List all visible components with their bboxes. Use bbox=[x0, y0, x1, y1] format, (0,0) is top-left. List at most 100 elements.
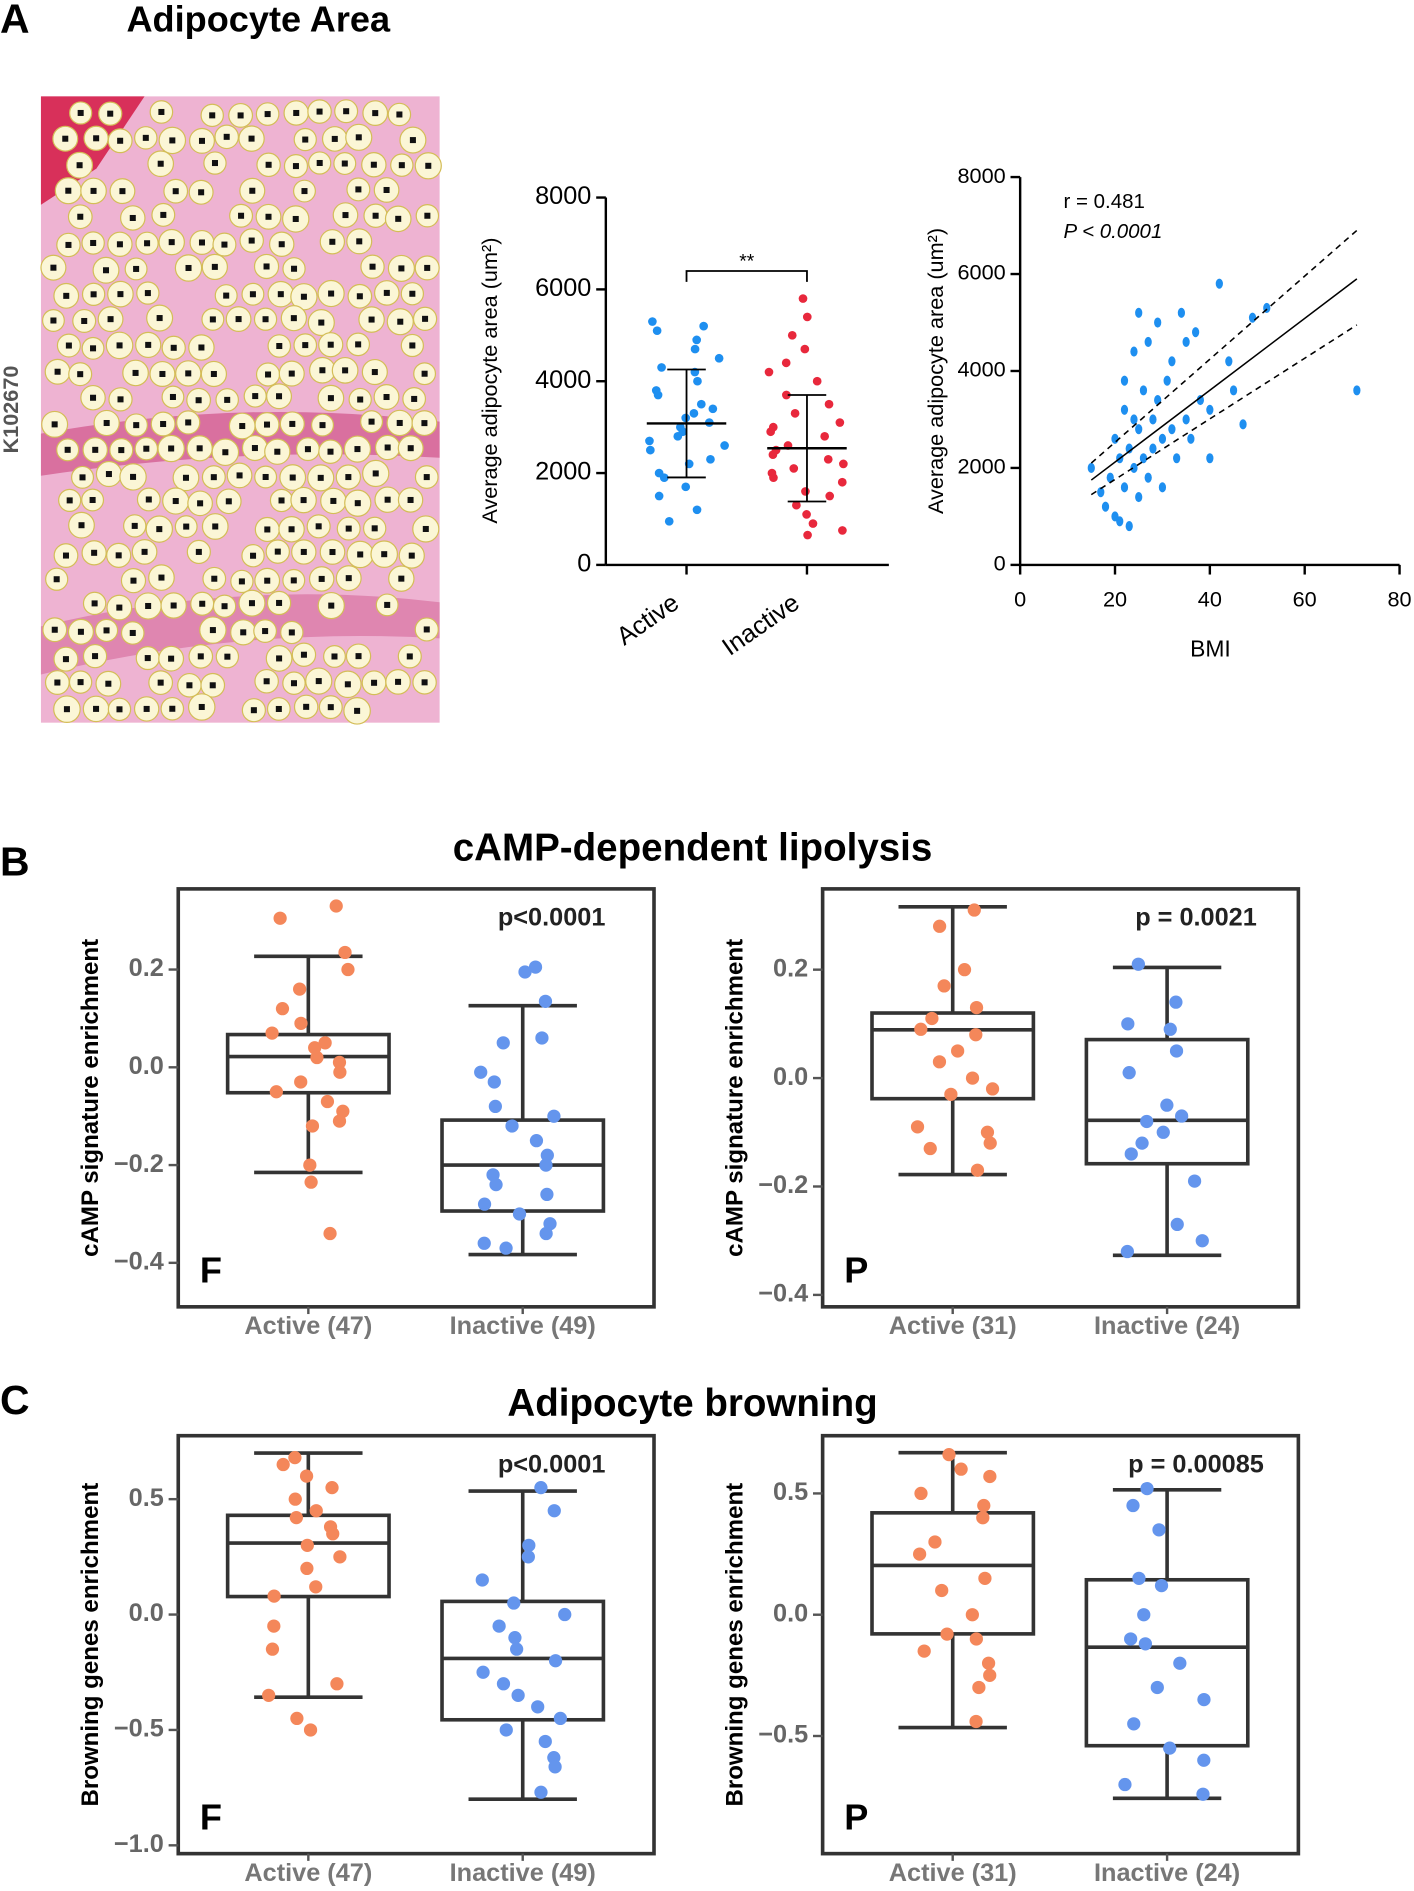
histology-marker bbox=[328, 602, 335, 609]
data-point bbox=[338, 945, 352, 960]
histology-marker bbox=[209, 316, 216, 323]
histology-marker bbox=[248, 135, 255, 142]
histology-marker bbox=[425, 162, 432, 169]
histology-marker bbox=[62, 135, 69, 142]
histology-marker bbox=[355, 653, 362, 660]
data-point bbox=[1116, 516, 1124, 527]
y-axis-label: cAMP signature enrichment bbox=[721, 939, 748, 1257]
y-tick-label: −0.5 bbox=[758, 1721, 808, 1749]
histology-marker bbox=[383, 289, 390, 296]
data-point bbox=[1132, 1571, 1146, 1585]
data-point bbox=[487, 1075, 501, 1089]
histology-marker bbox=[407, 445, 414, 452]
data-point bbox=[477, 1236, 491, 1250]
histology-marker bbox=[221, 603, 228, 610]
histology-marker bbox=[371, 525, 378, 532]
histology-marker bbox=[274, 448, 281, 455]
histology-marker bbox=[423, 474, 430, 481]
histology-marker bbox=[345, 474, 352, 481]
histology-marker bbox=[145, 341, 152, 348]
data-point bbox=[969, 1714, 983, 1729]
data-point bbox=[1170, 1217, 1184, 1232]
data-point bbox=[289, 1511, 303, 1525]
histology-marker bbox=[407, 496, 414, 503]
histology-marker bbox=[65, 187, 72, 194]
y-axis-label: Average adipocyte area (um²) bbox=[477, 238, 502, 524]
data-point bbox=[1130, 414, 1138, 425]
histology-marker bbox=[65, 342, 72, 349]
histology-marker bbox=[79, 474, 86, 481]
data-point bbox=[1144, 472, 1152, 483]
histology-marker bbox=[383, 186, 390, 193]
data-point bbox=[835, 418, 845, 427]
data-point bbox=[980, 1125, 995, 1139]
data-point bbox=[499, 1723, 513, 1737]
histology-marker bbox=[156, 315, 163, 322]
data-point bbox=[837, 477, 847, 487]
histology-marker bbox=[356, 293, 363, 300]
data-point bbox=[1139, 453, 1148, 464]
data-point bbox=[910, 1120, 925, 1134]
box bbox=[225, 1032, 391, 1095]
data-point bbox=[648, 317, 657, 326]
data-point bbox=[310, 1050, 324, 1065]
data-point bbox=[332, 1055, 347, 1070]
corner-label: F bbox=[200, 1250, 222, 1291]
histology-marker bbox=[144, 290, 151, 297]
histology-marker bbox=[383, 393, 390, 401]
histology-marker bbox=[354, 446, 361, 453]
histology-marker bbox=[223, 292, 230, 299]
data-point bbox=[976, 1511, 990, 1525]
data-point bbox=[290, 1711, 304, 1726]
y-tick-label: 0.0 bbox=[773, 1063, 808, 1091]
data-point bbox=[1138, 1637, 1152, 1651]
data-point bbox=[1120, 375, 1129, 386]
data-point bbox=[972, 1680, 986, 1695]
data-point bbox=[789, 464, 799, 473]
histology-marker bbox=[315, 523, 322, 530]
data-point bbox=[496, 1677, 511, 1691]
histology-marker bbox=[251, 445, 258, 452]
data-point bbox=[652, 326, 662, 336]
data-point bbox=[333, 1550, 347, 1564]
histology-marker bbox=[169, 137, 176, 144]
histology-marker bbox=[290, 315, 297, 322]
histology-marker bbox=[221, 241, 228, 248]
data-point bbox=[309, 1580, 323, 1594]
histology-marker bbox=[172, 498, 179, 505]
data-point bbox=[1125, 521, 1133, 532]
histology-marker bbox=[236, 472, 243, 479]
histology-marker bbox=[185, 264, 192, 271]
histology-marker bbox=[116, 241, 123, 248]
histology-marker bbox=[357, 396, 364, 403]
histology-marker bbox=[90, 239, 97, 246]
data-point bbox=[969, 1632, 983, 1646]
histology-marker bbox=[63, 292, 70, 299]
data-point bbox=[1239, 419, 1247, 430]
data-point bbox=[1229, 385, 1238, 396]
data-point bbox=[1206, 453, 1214, 464]
histology-marker bbox=[89, 496, 96, 504]
data-point bbox=[512, 1207, 527, 1221]
data-point bbox=[838, 526, 847, 535]
data-point bbox=[839, 459, 848, 469]
histology-marker bbox=[51, 626, 58, 633]
histology-marker bbox=[421, 370, 428, 377]
data-point bbox=[1160, 1098, 1174, 1112]
histology-marker bbox=[300, 651, 307, 658]
x-tick-label: 0 bbox=[1014, 587, 1026, 612]
histology-marker bbox=[319, 422, 326, 429]
x-tick-label: Inactive (49) bbox=[450, 1859, 596, 1887]
data-point bbox=[1137, 1608, 1151, 1622]
histology-marker bbox=[185, 419, 192, 426]
histology-marker bbox=[288, 526, 295, 533]
data-point bbox=[798, 294, 808, 303]
histology-marker bbox=[131, 522, 138, 529]
box bbox=[440, 1599, 606, 1722]
panel-title: Adipocyte Area bbox=[126, 0, 391, 39]
histology-marker bbox=[409, 342, 416, 349]
significance-label: ** bbox=[739, 252, 754, 273]
histology-marker bbox=[211, 160, 218, 167]
data-point bbox=[932, 1055, 947, 1069]
histology-marker bbox=[209, 682, 216, 689]
